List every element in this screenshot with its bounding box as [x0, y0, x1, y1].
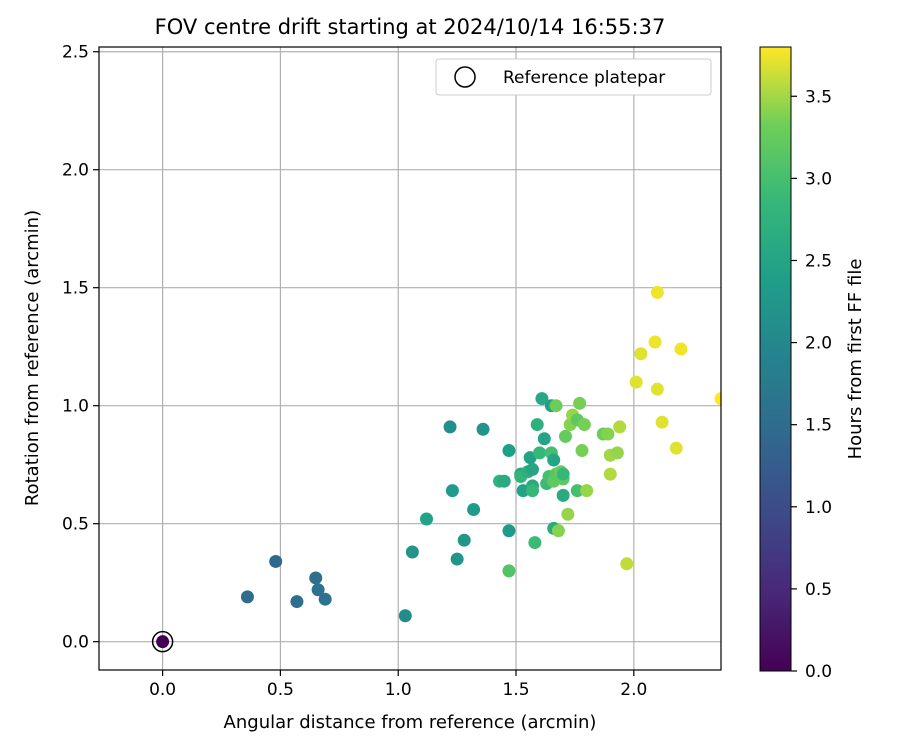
colorbar-tick-label: 1.5: [805, 416, 832, 436]
scatter-point: [603, 467, 617, 481]
scatter-point: [311, 583, 325, 597]
x-tick-label: 0.5: [267, 680, 294, 700]
colorbar-tick-label: 2.5: [805, 251, 832, 271]
y-tick-label: 2.0: [62, 161, 89, 181]
x-axis-label: Angular distance from reference (arcmin): [224, 712, 597, 733]
scatter-point: [551, 524, 565, 538]
scatter-point: [561, 507, 575, 521]
colorbar-tick-label: 0.5: [805, 580, 832, 600]
x-tick-label: 2.0: [620, 680, 647, 700]
scatter-point: [537, 432, 551, 446]
legend-label: Reference platepar: [503, 68, 665, 88]
scatter-point: [573, 396, 587, 410]
scatter-point: [601, 427, 615, 441]
scatter-point: [467, 503, 481, 517]
scatter-point: [570, 484, 584, 498]
y-tick-label: 1.5: [62, 279, 89, 299]
scatter-point: [476, 422, 490, 436]
scatter-point: [674, 342, 688, 356]
colorbar-tick-label: 3.5: [805, 87, 832, 107]
scatter-point: [535, 392, 549, 406]
colorbar-tick-label: 2.0: [805, 334, 832, 354]
scatter-point: [559, 429, 572, 443]
y-axis-ticks: 0.0 0.5 1.0 1.5 2.0 2.5: [62, 43, 99, 653]
scatter-point: [502, 564, 516, 578]
scatter-point: [610, 446, 624, 460]
scatter-point: [549, 399, 563, 413]
scatter-point: [650, 285, 664, 299]
colorbar-ticks: 0.0 0.5 1.0 1.5 2.0 2.5 3.0 3.5: [791, 87, 832, 682]
scatter-point: [457, 533, 471, 547]
scatter-point: [502, 444, 516, 458]
scatter-point: [290, 595, 304, 609]
scatter-point: [556, 467, 570, 481]
colorbar-label: Hours from first FF file: [845, 259, 866, 460]
scatter-point: [530, 418, 544, 432]
scatter-point: [577, 418, 591, 432]
scatter-point: [556, 488, 570, 502]
scatter-point: [269, 554, 283, 568]
scatter-point: [309, 571, 323, 585]
reference-point: [156, 635, 170, 649]
colorbar-gradient: [759, 46, 792, 672]
scatter-points: [240, 285, 721, 623]
x-axis-ticks: 0.0 0.5 1.0 1.5 2.0: [149, 670, 647, 700]
chart-title: FOV centre drift starting at 2024/10/14 …: [155, 15, 666, 39]
y-axis-label: Rotation from reference (arcmin): [22, 210, 43, 506]
colorbar: 0.0 0.5 1.0 1.5 2.0 2.5 3.0 3.5 Hours from firs…: [759, 46, 866, 682]
scatter-point: [575, 444, 589, 458]
scatter-point: [547, 453, 561, 467]
scatter-point: [650, 382, 664, 396]
scatter-point: [240, 590, 254, 604]
scatter-point: [318, 592, 332, 606]
scatter-point: [497, 474, 511, 488]
colorbar-tick-label: 0.0: [805, 662, 832, 682]
scatter-point: [419, 512, 433, 526]
legend-box: [435, 58, 712, 96]
scatter-point: [502, 524, 516, 538]
scatter-point: [398, 609, 412, 623]
reference-point-ring: [151, 630, 174, 653]
x-tick-label: 1.5: [502, 680, 529, 700]
scatter-point: [629, 375, 643, 389]
scatter-point: [405, 545, 419, 559]
plot-frame: [98, 46, 722, 671]
colorbar-tick-label: 1.0: [805, 498, 832, 518]
x-tick-label: 0.0: [149, 680, 176, 700]
scatter-point: [634, 347, 648, 361]
y-tick-label: 0.5: [62, 515, 89, 535]
scatter-point: [533, 446, 547, 460]
scatter-point: [714, 392, 721, 406]
y-tick-label: 2.5: [62, 43, 89, 63]
scatter-point: [526, 484, 540, 498]
scatter-point: [669, 441, 683, 455]
x-tick-label: 1.0: [385, 680, 412, 700]
scatter-point: [655, 415, 669, 429]
y-tick-label: 1.0: [62, 397, 89, 417]
legend: Reference platepar: [435, 58, 712, 96]
scatter-point: [450, 552, 464, 566]
y-tick-label: 0.0: [62, 633, 89, 653]
scatter-point: [528, 536, 542, 550]
legend-marker: [454, 66, 476, 88]
scatter-point: [620, 557, 634, 571]
grid-lines: [99, 47, 721, 670]
colorbar-tick-label: 3.0: [805, 169, 832, 189]
scatter-point: [648, 335, 662, 349]
scatter-point: [443, 420, 457, 434]
scatter-point: [526, 462, 540, 476]
reference-point-layer: [151, 630, 174, 653]
scatter-point: [580, 484, 594, 498]
scatter-point: [613, 420, 627, 434]
scatter-point: [445, 484, 459, 498]
